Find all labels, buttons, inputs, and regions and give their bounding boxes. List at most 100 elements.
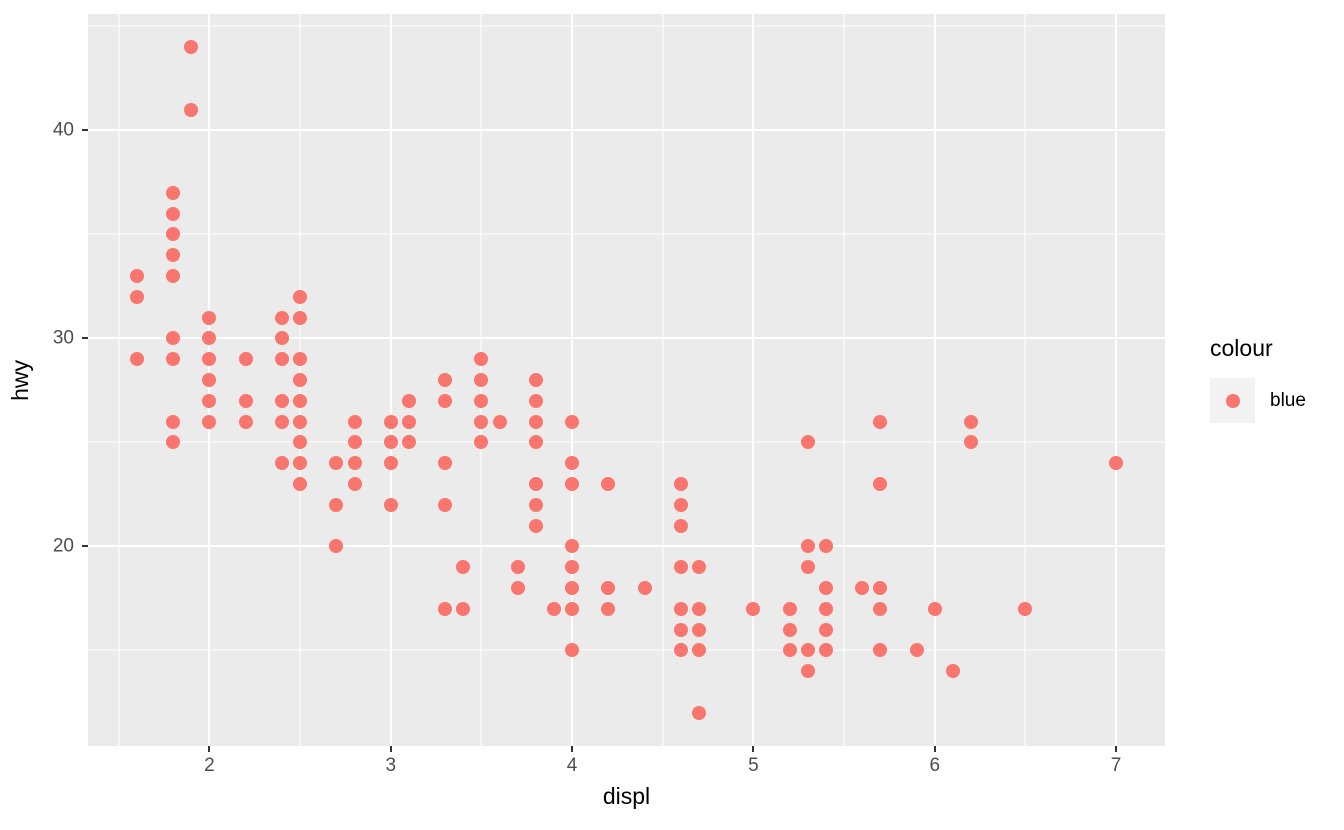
data-point (329, 456, 344, 471)
data-point (293, 310, 308, 325)
data-point (293, 435, 308, 450)
data-point (293, 352, 308, 367)
data-point (166, 185, 181, 200)
data-point (383, 435, 398, 450)
data-point (637, 580, 652, 595)
data-point (692, 622, 707, 637)
x-tick-mark (208, 746, 211, 752)
data-point (673, 560, 688, 575)
gridline-y-minor (88, 649, 1165, 651)
data-point (692, 643, 707, 658)
data-point (528, 518, 543, 533)
data-point (438, 373, 453, 387)
data-point (510, 560, 525, 575)
y-tick-label: 30 (52, 327, 74, 349)
gridline-x-major (571, 14, 574, 746)
data-point (565, 580, 580, 595)
data-point (964, 435, 978, 450)
data-point (528, 414, 543, 429)
data-point (184, 102, 199, 117)
legend: colour blue (1210, 337, 1306, 423)
data-point (528, 373, 543, 387)
data-point (347, 476, 362, 491)
data-point (945, 664, 960, 679)
data-point (129, 352, 144, 367)
data-point (692, 705, 707, 720)
data-point (601, 601, 616, 616)
data-point (565, 601, 580, 616)
y-tick-label: 20 (52, 535, 74, 557)
data-point (438, 497, 453, 512)
data-point (800, 560, 815, 575)
y-axis-title: hwy (6, 359, 33, 401)
data-point (818, 580, 833, 595)
data-point (275, 456, 289, 471)
data-point (800, 435, 815, 450)
x-tick-label: 5 (748, 755, 759, 776)
data-point (347, 456, 362, 471)
data-point (474, 352, 489, 367)
y-axis-title-wrap: hwy (6, 14, 34, 746)
data-point (800, 539, 815, 554)
data-point (293, 456, 308, 471)
data-point (166, 352, 181, 367)
data-point (275, 352, 289, 367)
data-point (202, 414, 217, 429)
legend-key (1210, 378, 1255, 423)
data-point (818, 539, 833, 554)
data-point (401, 393, 416, 408)
data-point (129, 289, 144, 304)
data-point (565, 476, 580, 491)
x-tick-mark (933, 746, 936, 752)
data-point (438, 393, 453, 408)
data-point (438, 456, 453, 471)
data-point (873, 414, 888, 429)
data-point (873, 643, 888, 658)
y-axis: 20 30 40 (0, 14, 88, 746)
data-point (383, 497, 398, 512)
gridline-x-major (933, 14, 936, 746)
x-tick-label: 4 (566, 755, 578, 776)
data-point (329, 539, 344, 554)
y-tick-mark (82, 129, 88, 132)
data-point (166, 435, 181, 450)
data-point (565, 539, 580, 554)
data-point (782, 622, 797, 637)
data-point (383, 456, 398, 471)
data-point (565, 560, 580, 575)
data-point (873, 476, 888, 491)
data-point (184, 40, 199, 55)
data-point (1018, 601, 1033, 616)
data-point (964, 414, 978, 429)
data-point (166, 414, 181, 429)
data-point (927, 601, 942, 616)
data-point (456, 560, 471, 575)
y-tick-label: 40 (52, 119, 74, 141)
gridline-x-major (389, 14, 392, 746)
data-point (329, 497, 344, 512)
data-point (293, 476, 308, 491)
data-point (528, 476, 543, 491)
data-point (673, 497, 688, 512)
data-point (202, 373, 217, 387)
y-tick-mark (82, 337, 88, 340)
data-point (275, 331, 289, 346)
plot-panel (88, 14, 1165, 746)
data-point (202, 331, 217, 346)
x-tick-label: 7 (1110, 755, 1122, 776)
data-point (401, 435, 416, 450)
data-point (909, 643, 924, 658)
gridline-y-minor (88, 441, 1165, 443)
data-point (293, 289, 308, 304)
data-point (456, 601, 471, 616)
x-tick-mark (571, 746, 574, 752)
data-point (510, 580, 525, 595)
gridline-y-major (88, 337, 1165, 340)
data-point (474, 414, 489, 429)
data-point (474, 373, 489, 387)
data-point (601, 476, 616, 491)
data-point (818, 601, 833, 616)
y-tick-mark (82, 545, 88, 548)
data-point (873, 580, 888, 595)
data-point (293, 393, 308, 408)
